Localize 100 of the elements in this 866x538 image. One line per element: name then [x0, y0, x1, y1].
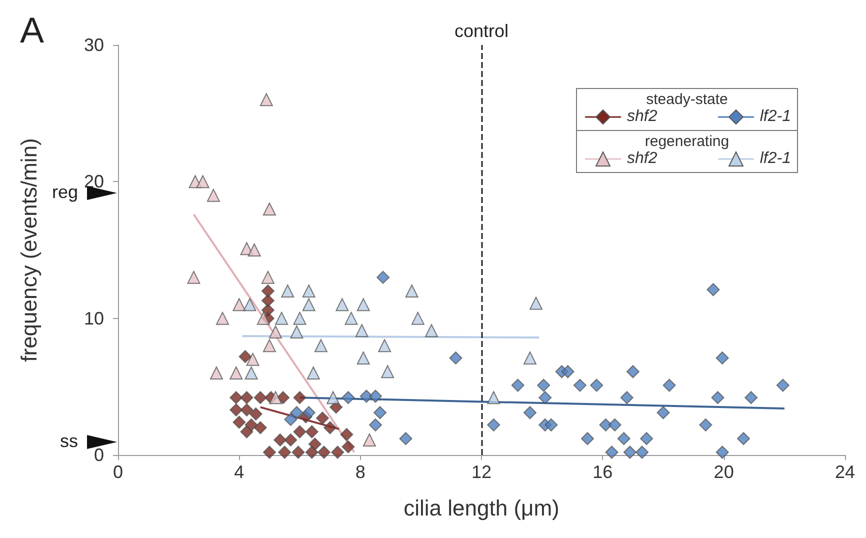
point: [305, 425, 318, 438]
x-tick-label: 16: [592, 462, 613, 482]
point: [340, 428, 354, 441]
point: [620, 391, 634, 404]
point: [449, 351, 462, 364]
y-tick-label: 20: [84, 172, 104, 192]
point: [232, 416, 246, 429]
point: [342, 391, 355, 404]
point: [376, 270, 390, 284]
legend-label: lf2-1: [760, 150, 791, 168]
x-tick-label: 20: [714, 462, 734, 482]
point: [238, 350, 252, 364]
x-axis-title: cilia length (μm): [404, 496, 560, 520]
point: [356, 351, 370, 364]
point: [336, 298, 349, 312]
point: [523, 351, 536, 364]
point: [537, 378, 550, 392]
point: [302, 406, 316, 420]
point: [305, 446, 318, 459]
point: [511, 378, 524, 392]
point: [368, 390, 382, 403]
point: [240, 403, 254, 416]
point: [316, 412, 329, 425]
point: [716, 351, 729, 364]
point: [381, 365, 394, 378]
text: steady-state: [646, 91, 728, 108]
point: [261, 284, 274, 298]
point: [256, 312, 270, 325]
point: [246, 352, 260, 366]
point: [306, 366, 320, 380]
point: [405, 284, 418, 298]
point: [232, 298, 246, 312]
point: [302, 284, 316, 298]
point: [368, 418, 382, 432]
point: [261, 270, 274, 284]
x-tick-label: 0: [112, 462, 124, 482]
y-axis-title: frequency (events/min): [16, 138, 42, 362]
text: A: [20, 10, 44, 50]
point: [240, 425, 254, 438]
point: [538, 391, 552, 404]
point: [487, 391, 500, 404]
y-tick-label: 10: [84, 308, 104, 328]
y-tick-label: 30: [84, 35, 104, 55]
point: [374, 406, 387, 420]
point: [262, 339, 276, 352]
point: [206, 188, 220, 202]
point: [216, 312, 230, 325]
point: [278, 446, 292, 459]
point: [344, 312, 358, 325]
point: [262, 446, 276, 459]
point: [636, 446, 649, 459]
point: [608, 418, 622, 432]
point: [317, 446, 330, 459]
point: [425, 324, 438, 338]
point: [210, 366, 223, 380]
point: [230, 391, 243, 404]
point: [411, 312, 424, 325]
point: [523, 406, 536, 420]
point: [487, 418, 500, 432]
point: [240, 391, 254, 404]
point: [308, 438, 322, 451]
point: [187, 270, 200, 284]
point: [342, 440, 355, 454]
legend-label: lf2-1: [760, 108, 791, 126]
point: [249, 408, 262, 420]
point: [544, 418, 558, 432]
point: [326, 391, 340, 404]
point: [662, 378, 676, 392]
point: [324, 421, 337, 434]
point: [293, 425, 306, 438]
point: [314, 339, 328, 352]
point: [260, 93, 273, 106]
point: [284, 412, 298, 426]
point: [248, 244, 261, 256]
point: [331, 446, 344, 459]
point: [276, 391, 290, 404]
point: [711, 391, 724, 404]
point: [581, 432, 594, 446]
point: [196, 175, 210, 188]
point: [292, 446, 305, 459]
point: [284, 433, 298, 446]
point: [281, 284, 294, 298]
point: [623, 446, 636, 459]
point: [362, 433, 376, 446]
point: [626, 365, 640, 378]
point: [716, 446, 729, 459]
text: regenerating: [644, 133, 730, 150]
x-tick-label: 8: [355, 462, 366, 482]
point: [244, 366, 258, 380]
point: [360, 390, 373, 403]
point: [262, 202, 276, 216]
point: [399, 432, 412, 446]
legend-label: shf2: [627, 150, 658, 168]
point: [378, 339, 392, 352]
point: [605, 446, 618, 459]
point: [590, 378, 604, 392]
point: [355, 324, 368, 338]
point: [617, 432, 630, 446]
point: [699, 418, 712, 432]
point: [737, 432, 750, 446]
